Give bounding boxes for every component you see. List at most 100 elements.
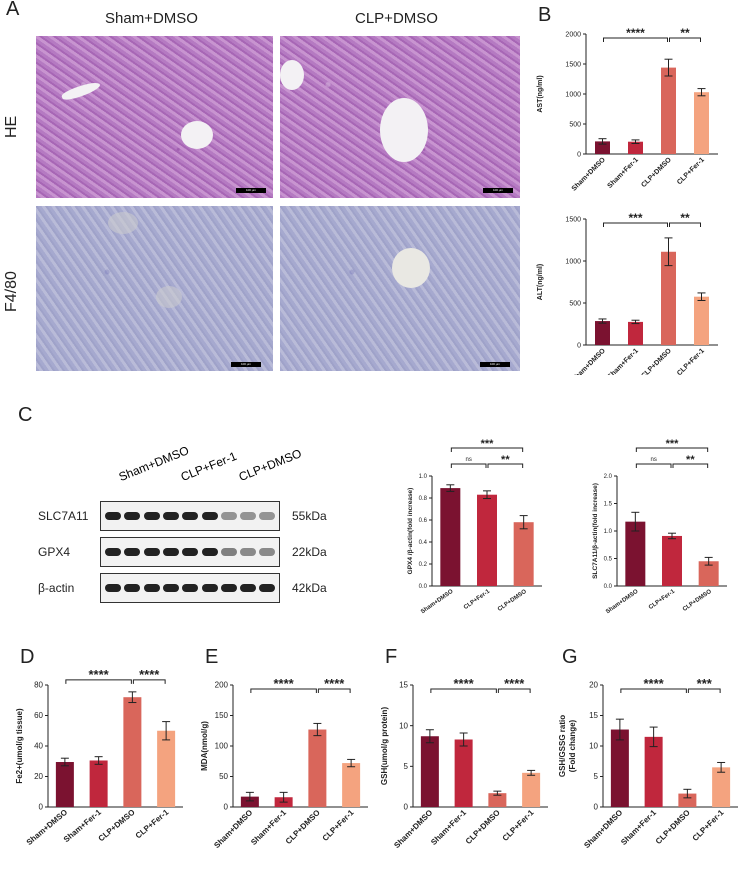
blot-band <box>124 548 141 556</box>
blot-band <box>220 584 237 592</box>
x-tick-label: CLP+DMSO <box>284 808 322 846</box>
bar <box>488 793 507 807</box>
blot-size-beta-actin: 42kDa <box>292 581 327 595</box>
blot-band <box>240 512 257 520</box>
significance-bracket <box>669 37 701 42</box>
blot-band <box>162 584 179 592</box>
y-tick-label: 10 <box>399 721 408 730</box>
y-tick-label: 200 <box>215 681 229 690</box>
bar <box>420 736 439 807</box>
y-tick-label: 15 <box>399 681 408 690</box>
panel-letter-d: D <box>20 646 35 668</box>
x-tick-label: Sham+DMSO <box>420 589 455 616</box>
blot-protein-beta-actin: β-actin <box>38 581 75 595</box>
bar <box>89 760 108 807</box>
y-tick-label: 0.4 <box>419 540 428 546</box>
blot-band <box>124 584 141 592</box>
y-tick-label: 20 <box>34 772 43 781</box>
y-tick-label: 0.5 <box>604 557 613 563</box>
significance-bracket <box>450 447 524 452</box>
x-tick-label: Sham+DMSO <box>605 589 640 616</box>
y-tick-label: 0.0 <box>604 584 613 590</box>
y-tick-label: 5 <box>594 772 599 781</box>
blot-band <box>259 512 276 520</box>
x-tick-label: Sham+Fer-1 <box>606 347 639 375</box>
y-tick-label: 50 <box>219 772 228 781</box>
blot-band <box>182 548 199 556</box>
x-tick-label: CLP+Fer-1 <box>648 588 677 611</box>
blot-band <box>259 548 276 556</box>
panel-letter-b: B <box>538 4 552 26</box>
y-tick-label: 1500 <box>565 216 581 223</box>
blot-size-slc7a11: 55kDa <box>292 509 327 523</box>
chart-ast: 0 500 1000 1500 2000 AST(ng/ml) Sham+DMSO Sham+… <box>537 26 718 193</box>
blot-band <box>220 548 237 556</box>
blot-band <box>105 584 121 592</box>
significance-label: **** <box>626 26 645 40</box>
bar <box>698 561 719 586</box>
x-tick-label: CLP+Fer-1 <box>463 588 492 611</box>
y-tick-label: 0 <box>404 803 409 812</box>
scale-bar: 100 μm <box>236 188 266 193</box>
significance-label: **** <box>454 676 475 691</box>
blot-band <box>105 548 121 556</box>
x-tick-label: CLP+DMSO <box>97 808 137 844</box>
blot-band <box>201 548 218 556</box>
y-tick-label: 500 <box>569 121 581 128</box>
f480-micrograph-sham: 100 μm <box>36 206 273 371</box>
y-tick-label: 1.5 <box>604 502 613 508</box>
bar <box>610 729 629 807</box>
blot-strip-gpx4 <box>100 537 280 567</box>
x-tick-label: Sham+DMSO <box>571 156 608 193</box>
significance-bracket <box>65 679 132 684</box>
bar <box>661 251 676 345</box>
x-tick-label: Sham+Fer-1 <box>62 807 103 844</box>
y-tick-label: 15 <box>589 711 598 720</box>
significance-bracket <box>635 447 709 452</box>
bar <box>694 296 709 345</box>
x-tick-label: Sham+DMSO <box>212 808 254 850</box>
bar <box>477 494 497 586</box>
row-label-f480: F4/80 <box>3 271 20 312</box>
blot-band <box>143 512 160 520</box>
y-tick-label: 40 <box>34 742 43 751</box>
column-title-clp-dmso: CLP+DMSO <box>355 10 438 27</box>
bar <box>628 321 643 345</box>
panel-letter-f: F <box>385 646 398 668</box>
y-tick-label: 0 <box>224 803 229 812</box>
significance-label: *** <box>628 211 642 225</box>
blot-band <box>201 512 218 520</box>
bar <box>513 522 534 586</box>
x-tick-label: CLP+Fer-1 <box>321 808 356 843</box>
significance-bracket <box>603 222 668 227</box>
x-tick-label: Sham+DMSO <box>392 808 434 850</box>
he-micrograph-sham: 100 μm <box>36 36 273 198</box>
x-tick-label: Sham+Fer-1 <box>619 808 658 847</box>
bar <box>454 739 473 807</box>
blot-band <box>182 584 199 592</box>
blot-protein-slc7a11: SLC7A11 <box>38 509 89 523</box>
row-label-he: HE <box>3 115 20 138</box>
y-tick-label: 0.0 <box>419 584 428 590</box>
y-tick-label: 1.0 <box>419 474 428 480</box>
significance-bracket <box>687 688 721 693</box>
blot-band <box>162 512 179 520</box>
significance-bracket <box>132 679 166 684</box>
blot-strip-beta-actin <box>100 573 280 603</box>
significance-label: ns <box>465 457 471 463</box>
significance-bracket <box>487 463 524 468</box>
x-tick-label: Sham+DMSO <box>582 808 624 850</box>
blot-band <box>105 512 121 520</box>
x-tick-label: Sham+Fer-1 <box>249 808 288 847</box>
significance-label: ns <box>650 457 656 463</box>
chart-slc7a11: 0.0 0.5 1.0 1.5 2.0 SLC7A11/β-actin(fold incr… <box>592 438 727 616</box>
y-tick-label: 5 <box>404 762 409 771</box>
x-tick-label: CLP+DMSO <box>640 347 673 375</box>
blot-band <box>220 512 237 520</box>
blot-band <box>259 584 276 592</box>
bar <box>240 796 259 807</box>
y-tick-label: 150 <box>215 711 229 720</box>
significance-label: **** <box>504 676 525 691</box>
significance-bracket <box>603 37 668 42</box>
y-tick-label: 2.0 <box>604 474 613 480</box>
